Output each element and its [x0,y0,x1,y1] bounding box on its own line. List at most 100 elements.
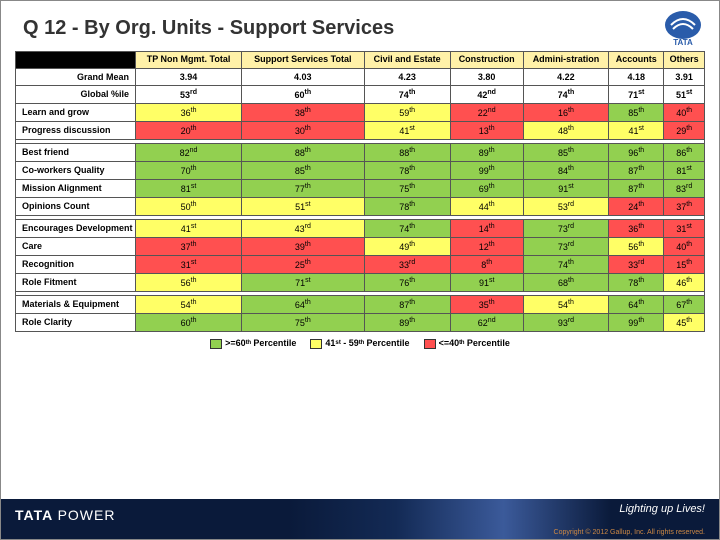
table-row: Opinions Count50th51st78th44th53rd24th37… [16,197,705,215]
header-blank [16,52,136,69]
cell: 88th [242,143,364,161]
cell: 91st [523,179,609,197]
cell: 40th [664,237,705,255]
svg-text:TATA: TATA [673,38,693,47]
col-header: TP Non Mgmt. Total [136,52,242,69]
row-label: Grand Mean [16,68,136,85]
row-label: Role Fitment [16,273,136,291]
cell: 56th [136,273,242,291]
percentile-table: TP Non Mgmt. TotalSupport Services Total… [15,51,705,332]
cell: 87th [609,161,664,179]
cell: 44th [450,197,523,215]
cell: 83rd [664,179,705,197]
cell: 35th [450,295,523,313]
cell: 41st [609,121,664,139]
legend: >=60ᵗʰ Percentile41ˢᵗ - 59ᵗʰ Percentile<… [15,332,705,351]
cell: 64th [242,295,364,313]
cell: 51st [242,197,364,215]
cell: 48th [523,121,609,139]
cell: 54th [523,295,609,313]
cell: 3.91 [664,68,705,85]
cell: 41st [364,121,450,139]
cell: 74th [364,219,450,237]
cell: 53rd [136,85,242,103]
row-label: Role Clarity [16,313,136,331]
cell: 38th [242,103,364,121]
cell: 36th [136,103,242,121]
footer-brand: TATA POWER [15,507,115,523]
cell: 75th [364,179,450,197]
cell: 91st [450,273,523,291]
cell: 93rd [523,313,609,331]
table-row: Role Clarity60th75th89th62nd93rd99th45th [16,313,705,331]
cell: 86th [664,143,705,161]
cell: 15th [664,255,705,273]
cell: 16th [523,103,609,121]
cell: 70th [136,161,242,179]
cell: 3.94 [136,68,242,85]
table-row: Best friend82nd88th88th89th85th96th86th [16,143,705,161]
cell: 87th [364,295,450,313]
cell: 46th [664,273,705,291]
brand-power: POWER [58,507,116,523]
cell: 60th [136,313,242,331]
cell: 39th [242,237,364,255]
cell: 74th [523,85,609,103]
cell: 43rd [242,219,364,237]
col-header: Others [664,52,705,69]
cell: 84th [523,161,609,179]
row-label: Co-workers Quality [16,161,136,179]
row-label: Encourages Development [16,219,136,237]
header-row: TP Non Mgmt. TotalSupport Services Total… [16,52,705,69]
cell: 54th [136,295,242,313]
cell: 78th [364,161,450,179]
row-label: Care [16,237,136,255]
cell: 33rd [364,255,450,273]
cell: 31st [664,219,705,237]
slide-title: Q 12 - By Org. Units - Support Services [23,17,394,40]
cell: 56th [609,237,664,255]
global-ile-row: Global %ile53rd60th74th42nd74th71st51st [16,85,705,103]
cell: 41st [136,219,242,237]
cell: 45th [664,313,705,331]
cell: 78th [364,197,450,215]
cell: 25th [242,255,364,273]
table-row: Mission Alignment81st77th75th69th91st87t… [16,179,705,197]
table-container: TP Non Mgmt. TotalSupport Services Total… [1,51,719,499]
tata-logo-icon: TATA [661,9,705,47]
table-row: Progress discussion20th30th41st13th48th4… [16,121,705,139]
cell: 37th [136,237,242,255]
cell: 78th [609,273,664,291]
cell: 31st [136,255,242,273]
col-header: Admini-stration [523,52,609,69]
cell: 73rd [523,237,609,255]
cell: 50th [136,197,242,215]
cell: 87th [609,179,664,197]
cell: 89th [364,313,450,331]
cell: 30th [242,121,364,139]
cell: 81st [136,179,242,197]
row-label: Recognition [16,255,136,273]
cell: 20th [136,121,242,139]
col-header: Civil and Estate [364,52,450,69]
legend-item: 41ˢᵗ - 59ᵗʰ Percentile [310,338,409,349]
table-row: Learn and grow36th38th59th22nd16th85th40… [16,103,705,121]
table-row: Role Fitment56th71st76th91st68th78th46th [16,273,705,291]
cell: 53rd [523,197,609,215]
cell: 36th [609,219,664,237]
row-label: Progress discussion [16,121,136,139]
cell: 14th [450,219,523,237]
cell: 3.80 [450,68,523,85]
footer-tagline: Lighting up Lives! [619,503,705,515]
table-row: Co-workers Quality70th85th78th99th84th87… [16,161,705,179]
footer: TATA POWER Lighting up Lives! Copyright … [1,499,719,539]
cell: 4.23 [364,68,450,85]
cell: 59th [364,103,450,121]
header: Q 12 - By Org. Units - Support Services … [1,1,719,51]
cell: 85th [242,161,364,179]
slide: Q 12 - By Org. Units - Support Services … [0,0,720,540]
cell: 22nd [450,103,523,121]
cell: 67th [664,295,705,313]
cell: 8th [450,255,523,273]
cell: 68th [523,273,609,291]
